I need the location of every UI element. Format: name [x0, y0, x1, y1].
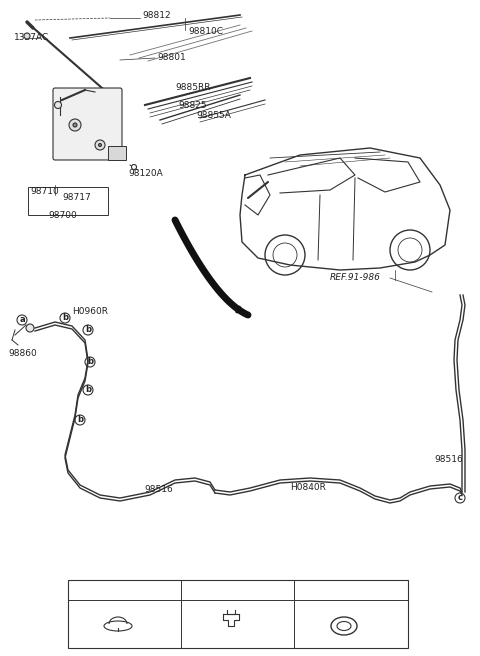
FancyBboxPatch shape: [68, 580, 408, 648]
Text: 98893B: 98893B: [315, 583, 350, 592]
Text: 98661G: 98661G: [203, 583, 239, 592]
Bar: [108, 146, 126, 160]
Text: 98825: 98825: [178, 100, 206, 110]
Text: c: c: [457, 493, 463, 502]
Circle shape: [73, 123, 77, 127]
Text: b: b: [85, 325, 91, 335]
Text: 98516: 98516: [144, 485, 173, 495]
Text: b: b: [87, 358, 93, 367]
Circle shape: [55, 102, 61, 108]
Text: 9885RR: 9885RR: [175, 83, 211, 92]
Text: 98860: 98860: [8, 348, 37, 358]
Text: b: b: [77, 415, 83, 424]
Text: a: a: [79, 583, 85, 592]
Circle shape: [98, 144, 101, 146]
Text: REF.91-986: REF.91-986: [330, 274, 381, 283]
Text: 98717: 98717: [62, 194, 91, 203]
Text: 98801: 98801: [157, 52, 186, 62]
Text: 98120A: 98120A: [128, 169, 163, 178]
Text: 98810C: 98810C: [188, 28, 223, 37]
Text: c: c: [304, 583, 310, 592]
FancyBboxPatch shape: [53, 88, 122, 160]
Text: 1327AC: 1327AC: [14, 33, 49, 41]
Text: b: b: [85, 386, 91, 394]
Circle shape: [24, 33, 30, 39]
Text: 98812: 98812: [142, 12, 170, 20]
Circle shape: [132, 165, 136, 169]
Text: 98940C: 98940C: [90, 583, 125, 592]
Text: H0960R: H0960R: [72, 308, 108, 316]
Text: 98855A: 98855A: [196, 110, 231, 119]
Text: 98700: 98700: [48, 211, 77, 220]
Text: 98516: 98516: [434, 455, 463, 464]
Circle shape: [26, 324, 34, 332]
Text: b: b: [192, 583, 198, 592]
Text: b: b: [62, 314, 68, 323]
Text: H0840R: H0840R: [290, 483, 326, 491]
Text: a: a: [19, 316, 25, 325]
Text: 98710: 98710: [30, 188, 59, 197]
Circle shape: [95, 140, 105, 150]
Circle shape: [69, 119, 81, 131]
